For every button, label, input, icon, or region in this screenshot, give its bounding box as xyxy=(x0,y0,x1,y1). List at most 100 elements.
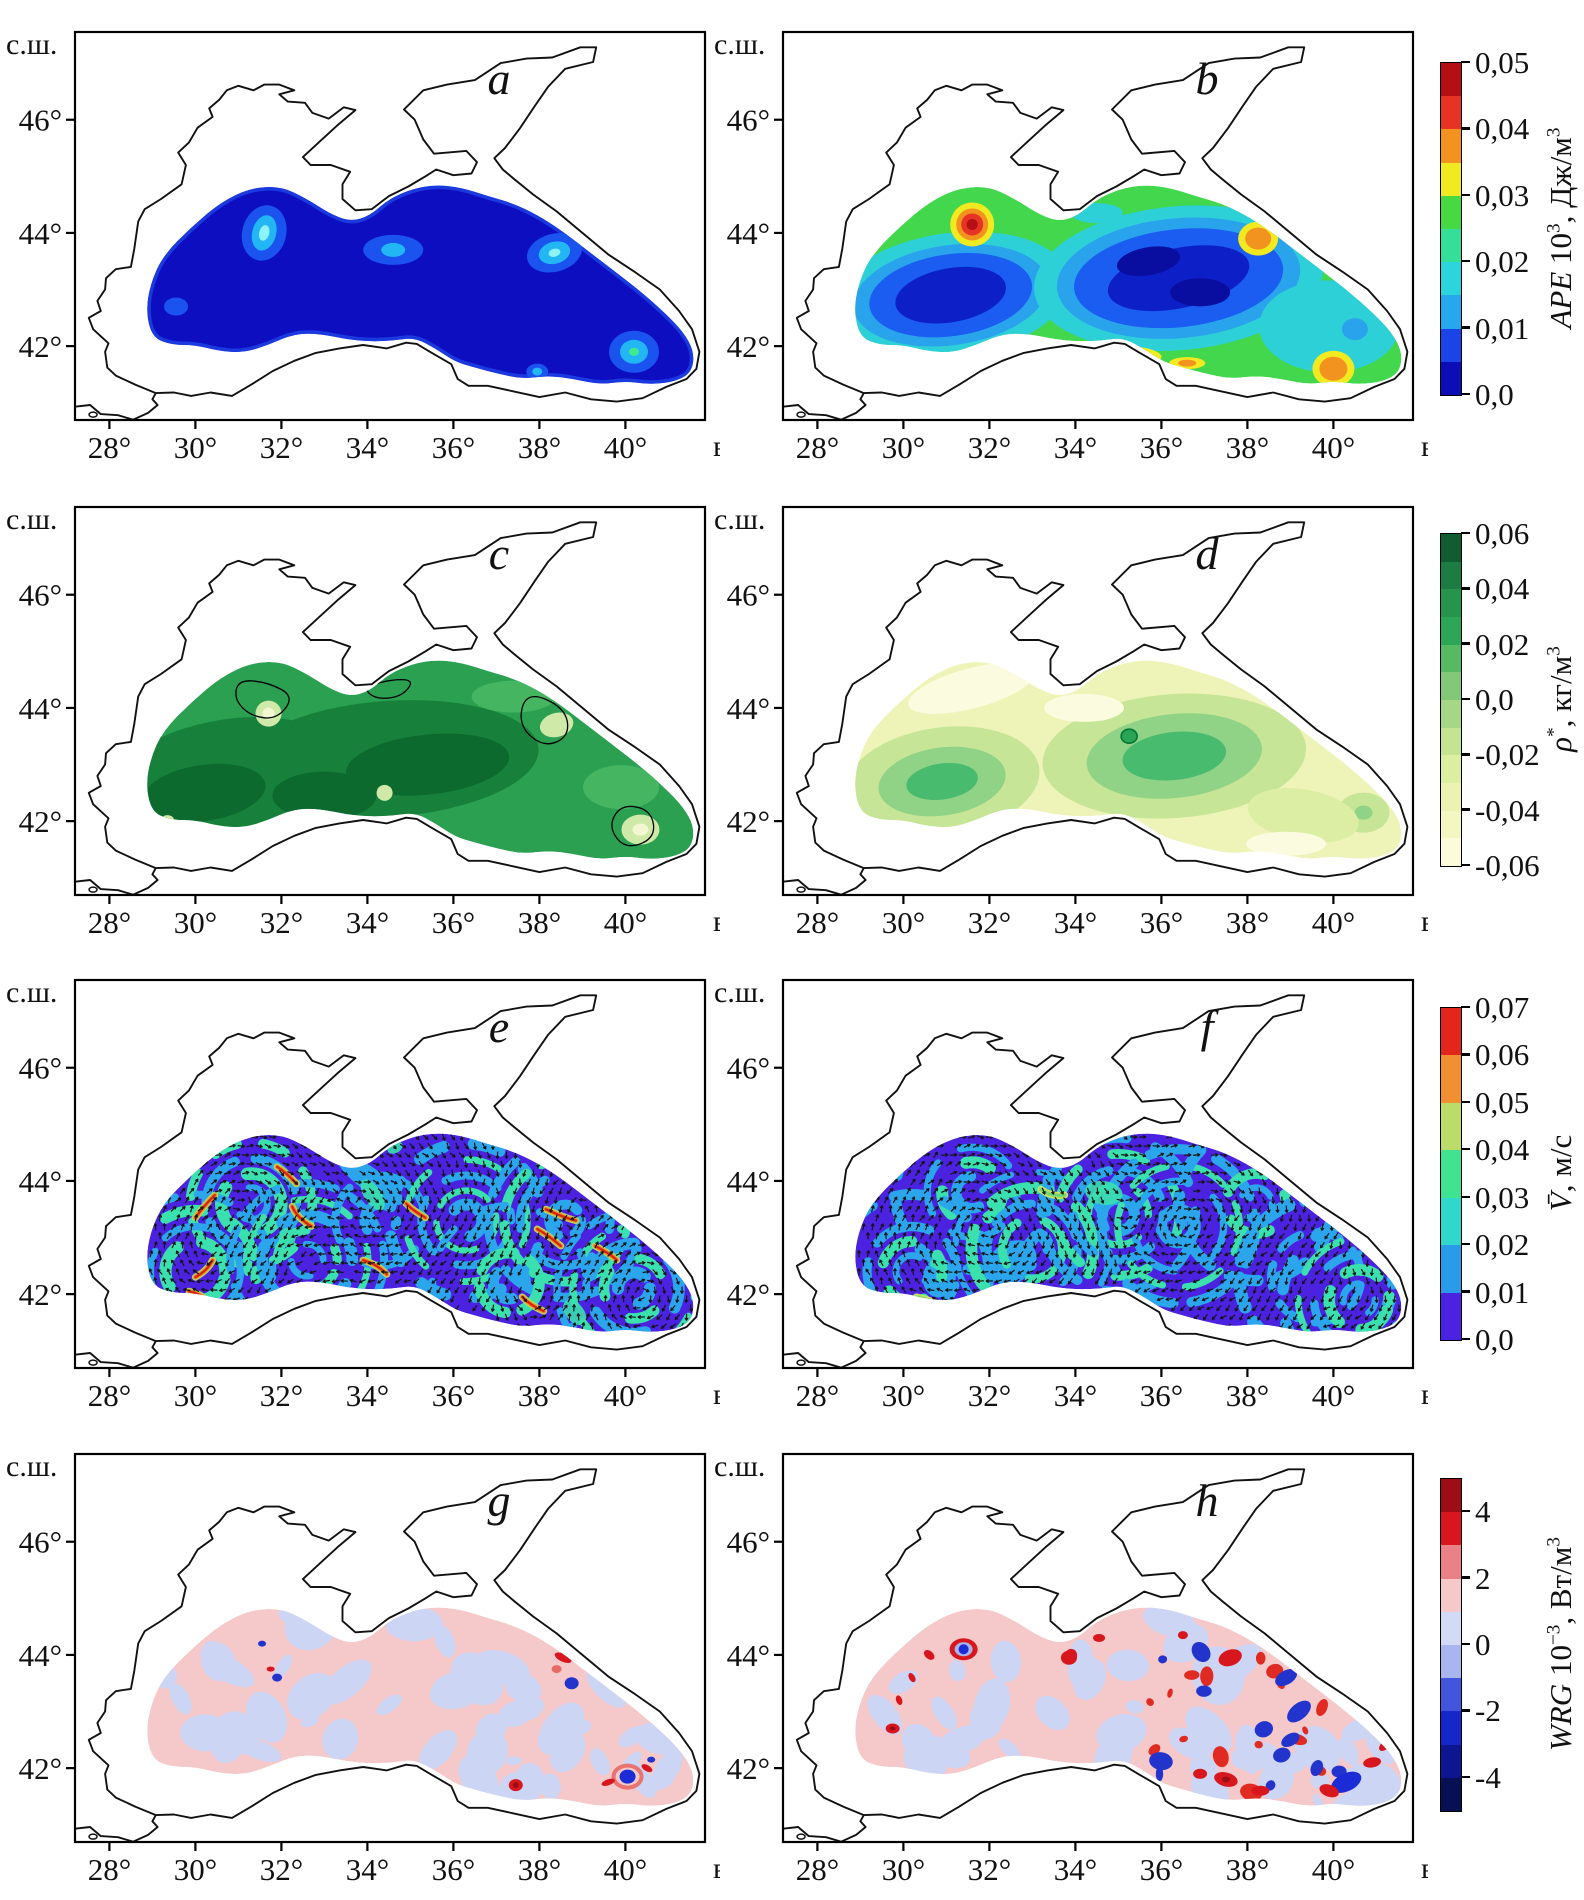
coastline xyxy=(75,1468,701,1842)
colorbar-tick xyxy=(1461,1195,1470,1198)
x-tick-label: 32° xyxy=(260,430,303,465)
colorbar-tick-label: 0,05 xyxy=(1475,45,1530,80)
colorbar-tick-label: 0,04 xyxy=(1475,111,1530,147)
lat-axis-label: с.ш. xyxy=(714,503,765,536)
lat-axis-label: с.ш. xyxy=(6,1450,57,1483)
x-tick-label: 36° xyxy=(432,1852,475,1887)
colorbar-tick xyxy=(1461,1576,1470,1579)
x-tick-label: 38° xyxy=(518,1378,561,1413)
plot-frame xyxy=(73,30,707,422)
colorbar-tick xyxy=(1461,260,1470,263)
x-tick-label: 40° xyxy=(604,905,647,940)
plot-frame xyxy=(73,1452,707,1844)
y-tick-label: 42° xyxy=(19,329,62,364)
colorbar-tick-label: -0,02 xyxy=(1475,737,1540,773)
colorbar-tick xyxy=(1461,1642,1470,1646)
colorbar-tick-label: 2 xyxy=(1475,1560,1491,1596)
colorbar-tick-label: 0,02 xyxy=(1475,1227,1530,1263)
x-tick-label: 30° xyxy=(882,1378,925,1413)
x-tick-label: 40° xyxy=(1312,905,1355,940)
lon-axis-label: в.д. xyxy=(1421,1378,1428,1411)
y-tick-label: 46° xyxy=(727,103,770,138)
colorbar-tick-label: 0,05 xyxy=(1475,1084,1530,1120)
colorbar-tick-label: 0,01 xyxy=(1475,1274,1530,1310)
x-tick-label: 34° xyxy=(1054,905,1097,940)
y-tick-label: 42° xyxy=(727,1277,770,1312)
panel-letter-e: e xyxy=(489,1001,509,1052)
colorbar-tick xyxy=(1461,642,1470,645)
colorbar-tick-label: 0 xyxy=(1475,1627,1491,1662)
colorbar-unit-label: ρ*, кг/м3 xyxy=(1543,646,1578,752)
x-tick-label: 32° xyxy=(968,430,1011,465)
panel-letter-h: h xyxy=(1196,1475,1219,1526)
x-tick-label: 30° xyxy=(174,1852,217,1887)
x-tick-label: 34° xyxy=(1054,1852,1097,1887)
y-tick-label: 46° xyxy=(727,578,770,613)
x-tick-label: 28° xyxy=(796,1378,839,1413)
x-tick-label: 40° xyxy=(1312,430,1355,465)
coastline xyxy=(75,46,701,420)
x-tick-label: 28° xyxy=(88,905,131,940)
colorbar-tick-label: -2 xyxy=(1475,1693,1501,1729)
lon-axis-label: в.д. xyxy=(1421,430,1428,463)
colorbar-unit-label: WRG 10−3, Вт/м3 xyxy=(1543,1537,1578,1751)
plot-frame xyxy=(73,978,707,1370)
x-tick-label: 32° xyxy=(260,905,303,940)
x-tick-label: 30° xyxy=(882,1852,925,1887)
colorbar-gradient xyxy=(1440,533,1462,867)
sea-data-layer-g xyxy=(147,1607,694,1806)
y-tick-label: 44° xyxy=(19,1164,62,1199)
colorbar-tick-label: -0,04 xyxy=(1475,792,1540,828)
panel-letter-a: a xyxy=(488,53,511,104)
x-tick-label: 38° xyxy=(1226,430,1269,465)
x-tick-label: 28° xyxy=(88,430,131,465)
colorbar-unit-label: V̄, м/с xyxy=(1543,1134,1578,1212)
sea-data-layer-f xyxy=(855,1133,1402,1332)
colorbar-tick xyxy=(1461,1337,1470,1341)
lon-axis-label: в.д. xyxy=(1421,905,1428,938)
lon-axis-label: в.д. xyxy=(1421,1852,1428,1885)
map-panel-g: 46° 44° 42° 28° 30° 32° 34° 36° 38° 40° с.ш. в.д. g xyxy=(6,1450,720,1887)
x-tick-label: 38° xyxy=(518,905,561,940)
y-tick-label: 46° xyxy=(19,578,62,613)
x-tick-label: 28° xyxy=(796,905,839,940)
x-tick-label: 28° xyxy=(796,430,839,465)
plot-frame xyxy=(781,505,1415,897)
x-tick-label: 32° xyxy=(260,1378,303,1413)
plot-frame xyxy=(73,505,707,897)
colorbar-tick-label: 0,07 xyxy=(1475,990,1530,1025)
colorbar-tick xyxy=(1461,1100,1470,1104)
x-tick-label: 36° xyxy=(432,430,475,465)
plot-frame xyxy=(781,978,1415,1370)
y-tick-label: 46° xyxy=(19,103,62,138)
sea-data-layer-b xyxy=(855,185,1402,384)
map-panel-f: 46°44°42°28°30°32°34°36°38°40°с.ш.в.д.f xyxy=(714,976,1428,1413)
x-tick-label: 40° xyxy=(604,430,647,465)
sea-data-layer-a xyxy=(147,185,694,384)
colorbar-tick xyxy=(1461,1242,1470,1246)
coastline xyxy=(783,994,1409,1368)
x-tick-label: 36° xyxy=(432,905,475,940)
colorbar-unit-label: APE 103, Дж/м3 xyxy=(1543,127,1578,329)
y-tick-label: 42° xyxy=(727,329,770,364)
coastline xyxy=(75,521,701,895)
x-tick-label: 30° xyxy=(882,430,925,465)
colorbar-tick xyxy=(1461,1053,1470,1056)
x-tick-label: 32° xyxy=(968,1852,1011,1887)
colorbar-row4: -4 -2 0 2 4 WRG 10−3, Вт/м3 xyxy=(1425,1458,1584,1850)
colorbar-tick xyxy=(1461,193,1470,196)
x-tick-label: 30° xyxy=(174,905,217,940)
colorbar-tick xyxy=(1461,326,1470,329)
lat-axis-label: с.ш. xyxy=(714,1450,765,1483)
sea-data-layer-d xyxy=(855,660,1402,859)
colorbar-tick xyxy=(1461,697,1470,701)
x-tick-label: 34° xyxy=(346,1378,389,1413)
colorbar-tick xyxy=(1461,60,1470,64)
colorbar-tick xyxy=(1461,808,1470,811)
x-tick-label: 36° xyxy=(432,1378,475,1413)
coastline xyxy=(75,994,701,1368)
map-panel-d: 46° 44° 42° 28° 30° 32° 34° 36° 38° 40° с.ш. в.д. d xyxy=(714,503,1428,940)
lon-axis-label: в.д. xyxy=(713,430,720,463)
colorbar-tick xyxy=(1461,531,1470,535)
y-tick-label: 46° xyxy=(19,1525,62,1560)
